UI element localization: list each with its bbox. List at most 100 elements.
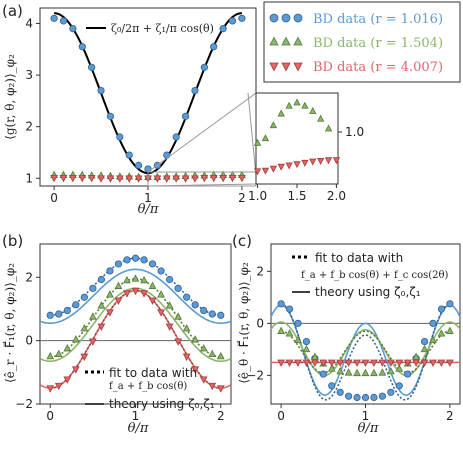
panel-c-point-series-1 [344,368,353,376]
panel-c-point-series-2 [403,359,412,367]
panel-c-point-series-1 [302,344,311,353]
panel-b-point-series-0 [174,284,182,292]
panel-c-point-series-1 [311,352,319,360]
panel-b-point-series-2 [89,338,97,346]
panel-b-point-series-1 [123,275,131,284]
panel-a-point-series-2 [209,174,218,183]
panel-a-inset: 1.0 1.5 2.0 1.0 [147,92,364,203]
panel-a-point-series-0 [172,133,180,141]
panel-c-fit-0 [281,303,451,401]
panel-a-ytick-label: 1 [25,171,33,185]
inset-point-series-1 [301,159,309,167]
panel-a-legend-label: BD data (r = 1.016) [313,12,443,27]
panel-b-point-series-0 [89,284,97,292]
panel-a-theory-curve [54,12,242,175]
panel-c-point-series-2 [378,359,387,367]
inset-point-series-0 [269,121,278,129]
panel-a-point-series-0 [228,17,237,25]
panel-c-point-series-0 [429,319,437,327]
panel-a-legend-label: BD data (r = 1.504) [313,36,443,51]
panel-b-point-series-0 [55,310,63,318]
panel-b-point-series-2 [165,323,174,331]
panel-a-point-series-0 [219,25,227,33]
panel-a-point-series-0 [97,86,105,95]
panel-b-point-series-2 [191,366,200,374]
panel-b-point-series-2 [63,376,72,384]
panel-a-point-series-0 [200,63,208,71]
inset-point-series-0 [277,109,285,117]
panel-a-point-series-0 [181,112,190,120]
panel-a-point-series-2 [191,175,199,183]
panel-a-legend-marker [269,13,279,23]
panel-c-point-series-1 [437,329,446,337]
panel-c-point-series-1 [370,368,378,377]
panel-b-point-series-2 [54,382,63,391]
panel-c-point-series-0 [378,392,386,400]
panel-b-point-series-1 [80,324,89,332]
panel-a-point-series-0 [163,151,171,159]
inset-point-series-0 [324,124,333,132]
panel-a-legend-marker [293,13,303,23]
panel-a-point-series-0 [88,63,96,71]
panel-c-point-series-0 [336,388,344,396]
panel-a-legend-marker [293,62,303,72]
panel-c-point-series-1 [420,344,429,353]
panel-a-legend-marker [281,36,291,46]
panel-b-point-series-0 [200,306,208,315]
panel-c-point-series-0 [404,370,412,378]
panel-b-xtick-label: 0 [46,409,54,423]
panel-b-point-series-0 [183,293,191,301]
panel-b-point-series-1 [199,344,208,352]
panel-b-point-series-2 [97,323,106,331]
panel-b-point-series-0 [72,301,80,309]
panel-b-xtick-label: 1 [132,409,140,423]
panel-b-point-series-2 [174,338,182,346]
panel-b-point-series-0 [97,275,105,284]
inset-ytick-label: 1.0 [345,125,364,139]
inset-zoom-line-1 [147,92,257,173]
inset-point-series-1 [277,163,285,171]
panel-c-point-series-2 [327,359,336,367]
inset-point-series-1 [316,157,325,165]
panel-a-xtick-label: 0 [50,191,58,205]
panel-a-point-series-2 [87,174,96,183]
panel-c-point-series-0 [319,370,327,378]
inset-point-series-1 [253,168,262,176]
panel-a-point-series-2 [115,175,124,183]
panel-c-point-series-0 [387,388,395,396]
inset-point-series-1 [285,162,293,170]
panel-b-point-series-0 [148,260,157,268]
panel-c-ytick-label: 0 [256,316,264,330]
panel-c-point-series-2 [311,359,319,367]
panel-b-point-series-1 [182,324,191,332]
panel-a-point-series-2 [97,175,105,183]
inset-point-series-1 [293,161,301,169]
panel-a-point-series-2 [200,174,209,183]
panel-c-point-series-2 [370,359,378,367]
panel-c-point-series-0 [345,392,353,400]
panel-c-legend-theory-label: theory using ζ₀,ζ₁ [315,285,421,299]
panel-a-point-series-0 [191,86,199,95]
panel-b-fit-2 [50,289,221,389]
panel-c-legend-fit-formula: f_a + f_b cos(θ) + f_c cos(2θ) [301,270,449,281]
panel-a-point-series-2 [172,175,181,183]
panel-c-point-series-1 [412,352,420,360]
inset-point-series-1 [332,157,341,165]
panel-a-legend: BD data (r = 1.016) BD data (r = 1.504) BD… [263,1,461,83]
panel-c-point-series-1 [294,335,302,344]
inset-point-series-1 [324,157,333,165]
panel-b-point-series-2 [208,382,217,391]
panel-c-point-series-1 [336,366,345,375]
panel-c-point-series-2 [353,359,361,367]
inset-point-series-0 [316,114,325,122]
panel-c-point-series-0 [302,337,311,346]
panel-b-point-series-1 [46,351,55,360]
panel-c-point-series-0 [437,305,446,313]
panel-c-theory-0 [270,304,461,396]
panel-a-point-series-2 [238,174,246,183]
panel-c-point-series-1 [386,366,395,375]
panel-a-legend-marker [281,62,291,72]
panel-a-point-series-2 [78,174,87,183]
inset-point-series-1 [309,158,317,166]
panel-a-point-series-2 [181,175,190,183]
